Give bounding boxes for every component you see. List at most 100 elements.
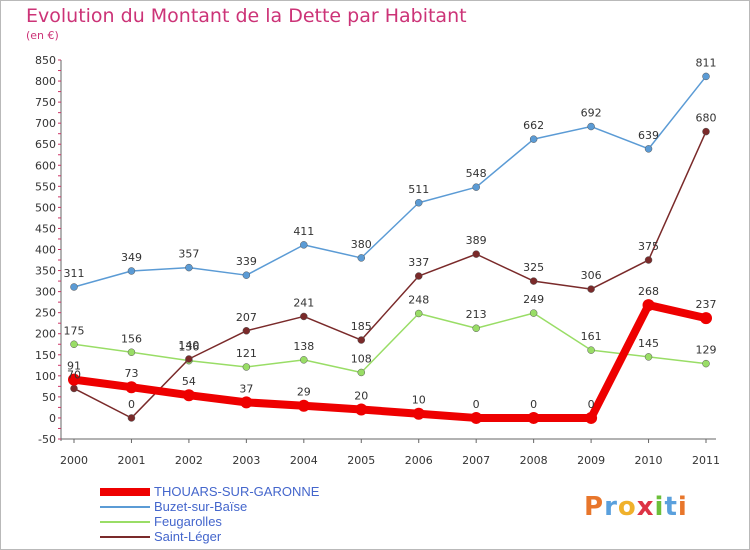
data-label: 680	[696, 112, 717, 125]
data-point-0	[585, 411, 598, 424]
data-point-0	[355, 403, 368, 416]
series-line-1	[73, 75, 707, 288]
data-point-3	[70, 384, 78, 393]
chart-title: Evolution du Montant de la Dette par Hab…	[26, 5, 467, 27]
data-label: 375	[638, 240, 659, 253]
data-point-2	[529, 309, 538, 317]
data-label: 349	[121, 251, 142, 264]
data-label: 185	[351, 320, 372, 333]
data-point-3	[702, 127, 710, 136]
data-label: 0	[128, 398, 135, 411]
x-tick-label: 2002	[175, 454, 203, 467]
data-point-1	[702, 72, 710, 81]
data-label: 268	[638, 285, 659, 298]
data-label: 73	[124, 367, 138, 380]
x-tick-label: 2008	[520, 454, 548, 467]
data-point-3	[472, 250, 480, 258]
logo-letter: P	[584, 492, 605, 522]
logo-letter: o	[617, 492, 637, 522]
data-point-0	[527, 411, 540, 424]
data-point-0	[240, 396, 253, 409]
logo-letter: i	[677, 492, 688, 522]
data-point-0	[470, 411, 483, 424]
series-line-2	[73, 312, 707, 374]
data-point-2	[644, 353, 653, 361]
data-point-0	[297, 399, 310, 412]
data-point-2	[472, 324, 480, 332]
data-label: 0	[588, 398, 595, 411]
data-point-1	[357, 254, 366, 262]
data-point-2	[242, 363, 251, 371]
logo-letter: x	[636, 492, 655, 522]
data-label: 29	[297, 386, 311, 399]
y-tick-label: 0	[49, 412, 56, 425]
data-label: 339	[236, 255, 257, 268]
data-point-1	[300, 241, 308, 249]
x-tick-label: 2001	[117, 454, 145, 467]
legend-label: Buzet-sur-Baïse	[154, 499, 248, 514]
data-point-0	[125, 381, 138, 394]
data-label: 37	[239, 382, 253, 395]
data-label: 357	[178, 248, 199, 261]
data-point-3	[185, 355, 193, 363]
data-label: 70	[67, 368, 81, 381]
y-tick-label: 400	[35, 244, 56, 257]
data-point-1	[127, 267, 136, 275]
y-tick-label: 500	[35, 201, 56, 214]
proxiti-logo: Proxiti	[584, 492, 688, 522]
data-point-1	[242, 271, 251, 279]
data-point-2	[70, 340, 78, 348]
data-label: 129	[696, 344, 717, 357]
data-label: 161	[581, 330, 602, 343]
x-tick-label: 2007	[462, 454, 490, 467]
y-tick-label: 300	[35, 286, 56, 299]
y-tick-label: 200	[35, 328, 56, 341]
y-tick-label: 450	[35, 222, 56, 235]
logo-letter: t	[664, 492, 678, 522]
data-point-1	[587, 122, 595, 131]
data-point-3	[414, 272, 423, 280]
data-label: 108	[351, 352, 372, 365]
data-point-2	[414, 309, 423, 318]
x-tick-label: 2000	[60, 454, 88, 467]
legend-swatch	[100, 506, 150, 508]
data-label: 0	[473, 398, 480, 411]
data-label: 54	[182, 375, 196, 388]
data-point-3	[587, 285, 595, 293]
data-label: 249	[523, 293, 544, 306]
data-label: 511	[408, 183, 429, 196]
data-label: 0	[530, 398, 537, 411]
data-label: 411	[293, 225, 314, 238]
data-label: 145	[638, 337, 659, 350]
data-label: 811	[696, 56, 717, 69]
data-label: 548	[466, 167, 487, 180]
data-point-1	[70, 283, 78, 291]
data-label: 140	[178, 339, 199, 352]
data-point-1	[414, 199, 423, 207]
data-point-1	[472, 183, 480, 191]
legend-swatch	[100, 536, 150, 538]
legend-label: THOUARS-SUR-GARONNE	[154, 484, 320, 499]
data-label: 91	[67, 360, 81, 373]
y-tick-label: 50	[42, 391, 56, 404]
data-point-3	[644, 256, 653, 264]
data-label: 248	[408, 294, 429, 307]
data-point-3	[300, 312, 308, 321]
y-tick-label: 100	[35, 370, 56, 383]
y-tick-label: 650	[35, 138, 56, 151]
x-tick-label: 2004	[290, 454, 318, 467]
data-point-0	[642, 299, 655, 312]
data-point-0	[700, 312, 712, 325]
data-point-3	[357, 336, 366, 344]
legend-swatch	[100, 521, 150, 523]
data-label: 306	[581, 269, 602, 282]
x-tick-label: 2005	[347, 454, 375, 467]
x-tick-label: 2003	[232, 454, 260, 467]
data-point-2	[702, 359, 710, 368]
data-label: 156	[121, 332, 142, 345]
data-point-3	[242, 327, 251, 335]
y-tick-label: 850	[35, 54, 56, 67]
y-tick-label: 700	[35, 117, 56, 130]
data-point-0	[412, 407, 425, 420]
